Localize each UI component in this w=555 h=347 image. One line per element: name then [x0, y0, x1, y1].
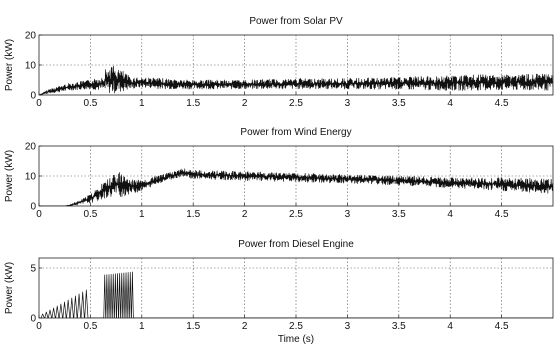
subplot-2: Power from Wind Energy 0 0.5 1 1.5 2 2.5 3 3.5 4 4… [4, 127, 554, 220]
x-tick-label: 1.5 [186, 321, 200, 332]
x-tick-label: 0 [36, 209, 42, 220]
x-tick-label: 4.5 [495, 209, 509, 220]
series-line [39, 168, 553, 206]
y-axis-label: Power (kW) [4, 150, 15, 202]
x-tick-label: 2.5 [289, 98, 303, 109]
x-tick-label: 3 [345, 321, 351, 332]
x-tick-label: 0 [36, 98, 42, 109]
y-tick-label: 10 [25, 61, 37, 72]
subplot-3: Power from Diesel Engine 0 0.5 1 1.5 2 2.5 3 3.5… [4, 239, 554, 345]
y-tick-label: 10 [25, 172, 37, 183]
subplot-title: Power from Solar PV [249, 16, 343, 27]
x-tick-label: 4 [447, 98, 453, 109]
y-axis-label: Power (kW) [4, 262, 15, 314]
x-axis-label: Time (s) [278, 334, 314, 345]
subplot-title: Power from Diesel Engine [238, 239, 354, 250]
y-axis-label: Power (kW) [4, 39, 15, 91]
x-tick-label: 0.5 [83, 209, 97, 220]
x-tick-label: 4.5 [495, 321, 509, 332]
x-tick-label: 4.5 [495, 98, 509, 109]
x-tick-label: 0.5 [83, 321, 97, 332]
x-tick-label: 1 [139, 321, 145, 332]
x-tick-label: 0.5 [83, 98, 97, 109]
x-tick-label: 3.5 [392, 321, 406, 332]
x-tick-label: 2 [242, 98, 248, 109]
y-tick-label: 20 [25, 142, 37, 153]
x-tick-label: 3 [345, 209, 351, 220]
y-tick-label: 0 [30, 314, 36, 325]
x-tick-label: 4 [447, 321, 453, 332]
y-tick-label: 0 [30, 202, 36, 213]
subplot-title: Power from Wind Energy [240, 127, 351, 138]
y-tick-label: 20 [25, 31, 37, 42]
x-tick-label: 1 [139, 98, 145, 109]
x-tick-label: 4 [447, 209, 453, 220]
x-tick-label: 1.5 [186, 209, 200, 220]
y-tick-label: 0 [30, 91, 36, 102]
x-tick-label: 3.5 [392, 98, 406, 109]
x-tick-label: 3 [345, 98, 351, 109]
subplot-1: Power from Solar PV 0 0.5 1 1.5 2 2.5 3 3.5 4 4.5 0… [4, 16, 554, 109]
x-tick-label: 0 [36, 321, 42, 332]
x-tick-label: 2.5 [289, 321, 303, 332]
series-line [39, 65, 553, 95]
x-tick-label: 2 [242, 209, 248, 220]
x-tick-label: 1 [139, 209, 145, 220]
x-tick-label: 2.5 [289, 209, 303, 220]
x-tick-label: 3.5 [392, 209, 406, 220]
y-tick-label: 5 [30, 264, 36, 275]
x-tick-label: 1.5 [186, 98, 200, 109]
series-line [39, 271, 553, 318]
x-tick-label: 2 [242, 321, 248, 332]
